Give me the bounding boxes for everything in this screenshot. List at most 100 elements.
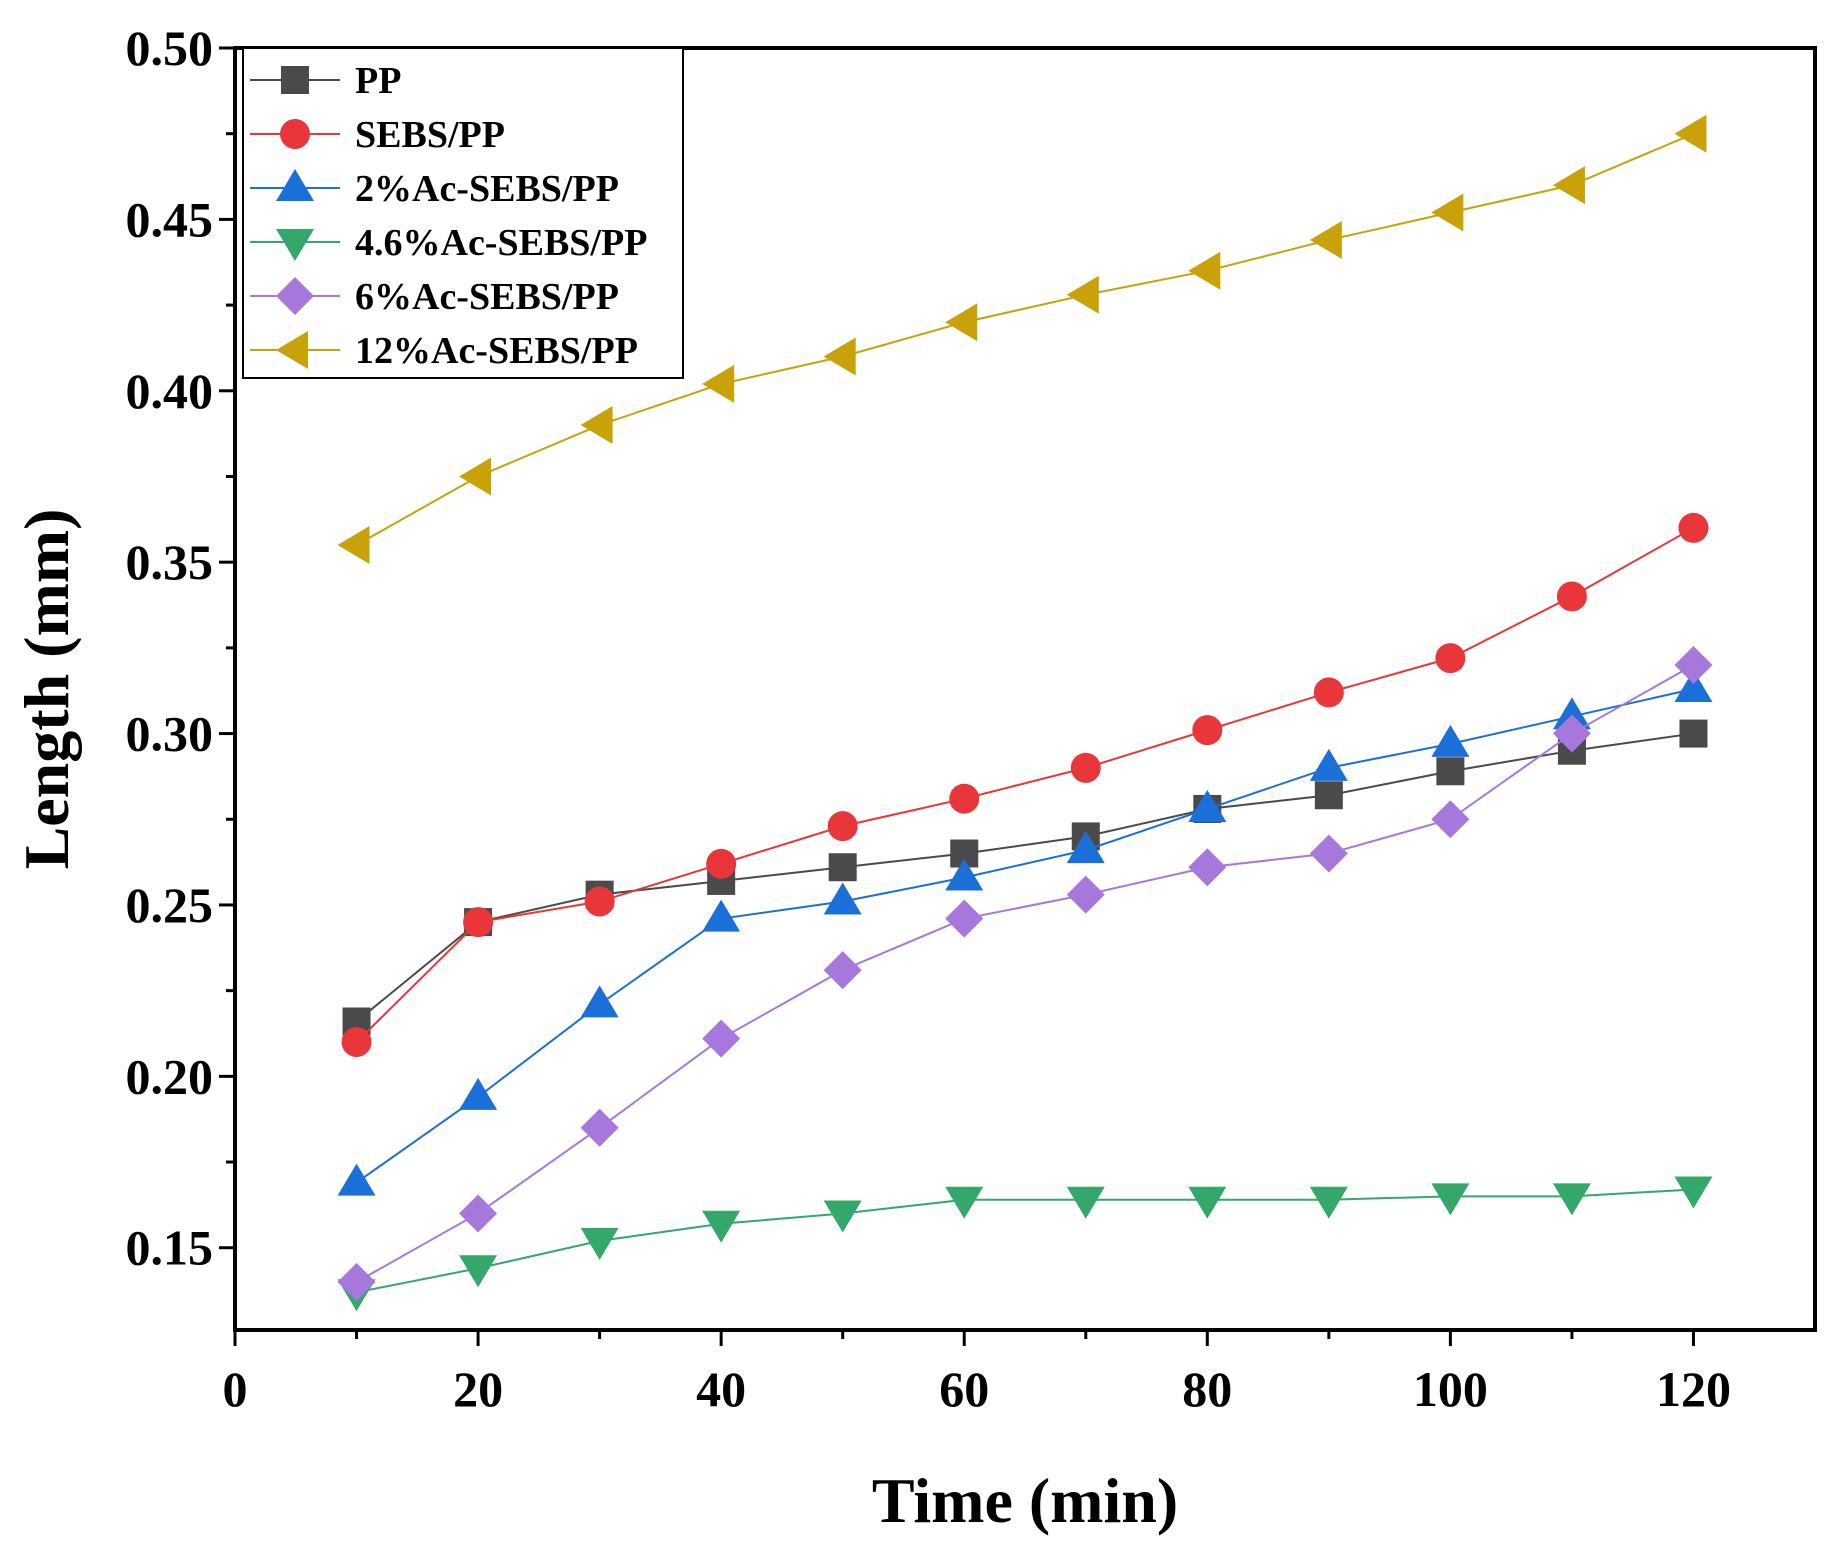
- series-line: [356, 1188, 1694, 1294]
- series-line: [355, 732, 1694, 1023]
- legend-item: PP: [250, 60, 401, 102]
- data-point: [1674, 1176, 1713, 1209]
- data-point: [1313, 677, 1344, 708]
- series-line: [356, 132, 1694, 546]
- x-tick-label: 20: [453, 1361, 503, 1417]
- data-point: [1066, 275, 1099, 314]
- series-5: [337, 114, 1707, 565]
- series-3: [337, 1176, 1713, 1312]
- data-point: [580, 1227, 619, 1260]
- data-point: [459, 457, 492, 496]
- data-point: [1552, 1183, 1591, 1216]
- y-tick-label: 0.40: [126, 363, 214, 419]
- data-point: [945, 858, 984, 891]
- data-point: [580, 985, 619, 1018]
- x-tick-label: 60: [939, 1361, 989, 1417]
- data-point: [1552, 697, 1591, 730]
- data-point: [1552, 166, 1585, 205]
- legend-marker: [276, 169, 314, 201]
- legend-item: 12%Ac-SEBS/PP: [250, 330, 638, 372]
- data-point: [1188, 848, 1227, 887]
- data-point: [1678, 512, 1709, 543]
- series-line: [355, 688, 1694, 1184]
- legend-marker: [281, 66, 309, 94]
- data-point: [337, 1163, 376, 1196]
- data-point: [702, 1210, 741, 1243]
- legend-frame: [242, 47, 684, 379]
- y-tick-label: 0.35: [126, 534, 214, 590]
- data-point: [945, 899, 984, 938]
- series-1: [341, 512, 1709, 1058]
- data-point: [1188, 251, 1221, 290]
- data-point: [1431, 1183, 1470, 1216]
- legend: PP SEBS/PP 2%Ac-SEBS/PP 4.6%Ac-SEBS/PP 6%Ac-…: [242, 47, 684, 379]
- data-point: [702, 364, 735, 403]
- data-point: [1674, 670, 1713, 702]
- legend-label: SEBS/PP: [355, 114, 505, 156]
- y-tick-label: 0.20: [126, 1048, 214, 1104]
- data-point: [702, 899, 741, 932]
- data-point: [828, 853, 857, 882]
- data-point: [463, 907, 494, 938]
- data-point: [949, 783, 980, 814]
- y-tick-label: 0.45: [126, 191, 214, 247]
- data-point: [827, 811, 858, 842]
- legend-label: 2%Ac-SEBS/PP: [355, 168, 619, 210]
- data-point: [1066, 1186, 1105, 1219]
- data-point: [823, 951, 862, 990]
- legend-label: 6%Ac-SEBS/PP: [355, 276, 619, 318]
- data-point: [459, 1255, 498, 1288]
- axis-ticks: 0 20 40 60 80 100 120 0.15 0.20 0.25 0.30 0.35 0.40 0…: [126, 20, 1731, 1417]
- x-tick-label: 120: [1656, 1361, 1731, 1417]
- data-point: [1431, 724, 1470, 757]
- data-point: [1674, 646, 1713, 685]
- data-point: [702, 1019, 741, 1058]
- x-tick-label: 100: [1413, 1361, 1488, 1417]
- y-tick-label: 0.15: [126, 1220, 214, 1276]
- data-point: [1309, 220, 1342, 259]
- legend-label: 12%Ac-SEBS/PP: [355, 330, 638, 372]
- data-point: [459, 1194, 498, 1233]
- series-layer: [337, 114, 1713, 1312]
- data-point: [1435, 643, 1466, 674]
- series-4: [337, 646, 1713, 1302]
- series-line: [355, 527, 1694, 1043]
- legend-marker: [276, 277, 314, 315]
- data-point: [1431, 800, 1470, 839]
- data-point: [337, 526, 370, 565]
- data-point: [823, 882, 862, 915]
- series-0: [342, 719, 1708, 1036]
- data-point: [459, 1077, 498, 1110]
- x-tick-label: 0: [223, 1361, 248, 1417]
- data-point: [823, 1200, 862, 1233]
- data-point: [1070, 752, 1101, 783]
- x-axis-title: Time (min): [872, 1465, 1178, 1536]
- legend-label: 4.6%Ac-SEBS/PP: [355, 222, 647, 264]
- x-tick-label: 80: [1182, 1361, 1232, 1417]
- data-point: [1314, 781, 1343, 810]
- data-point: [1674, 114, 1707, 153]
- data-point: [1309, 1186, 1348, 1219]
- data-point: [1066, 875, 1105, 914]
- data-point: [1309, 748, 1348, 781]
- data-point: [1679, 719, 1708, 748]
- legend-marker: [280, 119, 310, 149]
- data-point: [337, 1263, 376, 1302]
- data-point: [1556, 581, 1587, 612]
- legend-label: PP: [355, 60, 401, 102]
- legend-item: 4.6%Ac-SEBS/PP: [250, 222, 647, 264]
- legend-marker: [276, 331, 308, 369]
- y-tick-label: 0.25: [126, 877, 214, 933]
- data-point: [580, 1108, 619, 1147]
- y-tick-label: 0.50: [126, 20, 214, 76]
- data-point: [823, 337, 856, 376]
- legend-marker: [276, 229, 314, 261]
- plot-frame: [233, 46, 1817, 1332]
- data-point: [341, 1027, 372, 1058]
- series-2: [337, 670, 1713, 1196]
- data-point: [1188, 1186, 1227, 1219]
- data-point: [706, 848, 737, 879]
- data-point: [1188, 789, 1227, 822]
